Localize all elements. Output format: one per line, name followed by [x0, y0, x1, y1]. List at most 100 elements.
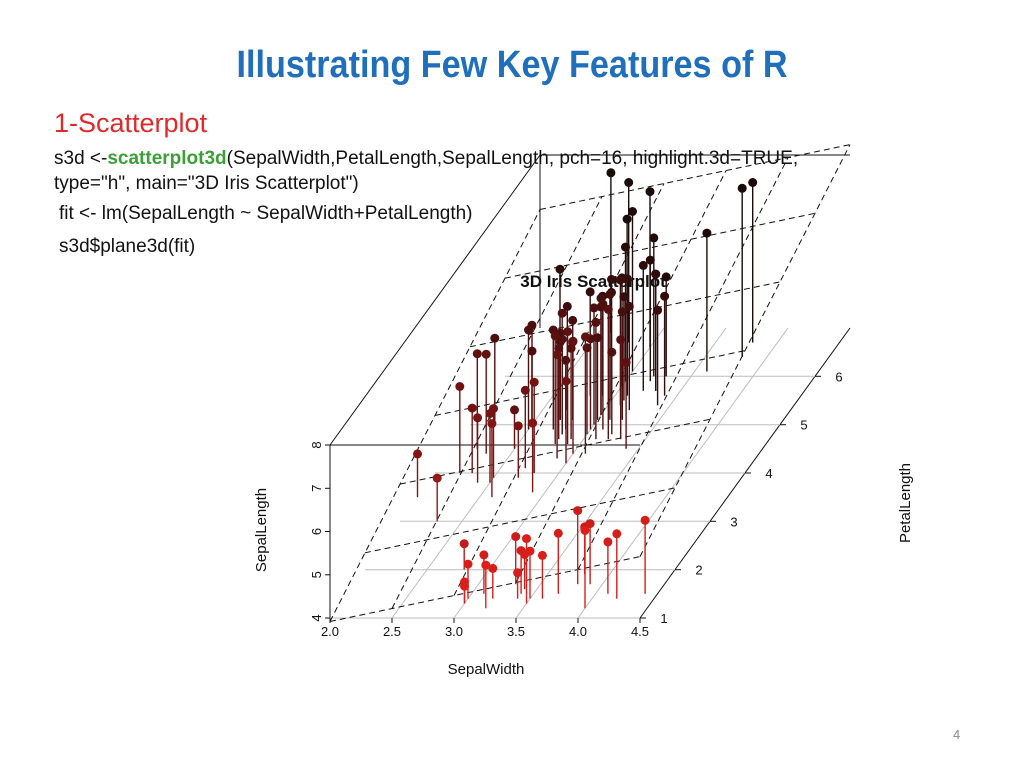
data-point	[603, 304, 613, 314]
data-point	[651, 269, 661, 279]
data-point	[557, 334, 567, 344]
data-point	[622, 274, 632, 284]
code-line-1-suffix: (SepalWidth,PetalLength,SepalLength, pch…	[226, 148, 799, 169]
data-point	[605, 289, 615, 299]
plane-grid-line	[504, 212, 816, 279]
data-point	[622, 214, 632, 224]
z-tick-label: 2	[695, 563, 702, 578]
data-point	[580, 526, 590, 535]
data-point	[459, 539, 469, 549]
data-point	[488, 563, 498, 573]
plane-grid-line	[639, 144, 851, 557]
data-point	[481, 560, 491, 570]
x-tick-label: 2.5	[383, 624, 401, 639]
data-point	[606, 168, 616, 178]
plane-grid-line	[539, 144, 851, 210]
code-line-2: type="h", main="3D Iris Scatterplot")	[54, 173, 359, 194]
data-point	[472, 349, 482, 359]
data-point	[616, 335, 626, 345]
data-point	[603, 537, 613, 547]
data-point	[463, 559, 473, 569]
data-point	[660, 291, 670, 301]
data-point	[638, 260, 648, 270]
data-point	[645, 187, 655, 197]
x-axis-title: SepalWidth	[448, 661, 525, 678]
data-point	[649, 233, 659, 243]
data-point	[661, 272, 671, 282]
code-line-1-prefix: s3d <-	[54, 148, 108, 169]
data-point	[585, 519, 595, 529]
plane-grid-line	[469, 281, 781, 348]
x-tick-label: 2.0	[321, 624, 339, 639]
y-tick-label: 8	[309, 441, 324, 448]
data-point	[628, 207, 637, 216]
data-point	[479, 550, 489, 560]
data-point	[702, 228, 712, 238]
data-point	[467, 403, 477, 413]
data-point	[617, 307, 627, 317]
data-point	[640, 515, 650, 525]
code-line-1: s3d <-scatterplot3d(SepalWidth,PetalLeng…	[54, 148, 798, 170]
floor-grid-line	[515, 327, 727, 619]
data-point	[455, 382, 465, 391]
data-point	[585, 287, 595, 297]
axes: 2.0 2.5 3.0 3.5 4.0 4.5 4 5 6 7 8 1 2 3 4 5 6 SepalWidth S…	[253, 369, 914, 678]
data-point	[589, 303, 599, 313]
code-function-name: scatterplot3d	[107, 148, 227, 169]
data-point	[607, 274, 616, 284]
data-point	[737, 183, 747, 193]
data-point	[522, 534, 531, 544]
plane-grid-line	[329, 556, 641, 622]
data-point	[591, 317, 601, 327]
z-tick-label: 1	[660, 611, 667, 626]
x-tick-label: 3.5	[507, 624, 525, 639]
data-point	[524, 325, 533, 335]
data-points	[413, 168, 758, 609]
data-point	[473, 413, 483, 423]
data-point	[513, 421, 523, 431]
data-point	[485, 409, 495, 418]
data-point	[568, 315, 578, 325]
y-tick-label: 4	[309, 614, 324, 621]
data-point	[537, 550, 547, 560]
data-point	[563, 327, 573, 337]
data-point	[624, 301, 634, 311]
data-point	[573, 506, 583, 516]
data-point	[555, 264, 565, 274]
data-point	[511, 532, 521, 542]
data-point	[432, 473, 442, 483]
data-point	[621, 242, 630, 252]
data-point	[607, 347, 617, 357]
data-point	[645, 255, 655, 265]
x-tick-label: 3.0	[445, 624, 463, 639]
data-point	[413, 449, 422, 459]
data-point	[557, 308, 567, 318]
code-line-4: s3d$plane3d(fit)	[59, 236, 196, 257]
z-tick-label: 5	[800, 418, 807, 433]
data-point	[653, 305, 663, 315]
data-point	[528, 418, 538, 428]
z-tick-label: 4	[765, 466, 772, 481]
data-point	[552, 350, 562, 360]
data-point	[562, 301, 572, 311]
x-tick-label: 4.0	[569, 624, 587, 639]
data-point	[621, 357, 631, 367]
data-point	[612, 529, 622, 539]
slide-title: Illustrating Few Key Features of R	[236, 44, 788, 86]
data-point	[520, 385, 530, 395]
z-tick-label: 6	[835, 369, 842, 384]
y-axis-title: SepalLength	[253, 488, 270, 572]
x-tick-label: 4.5	[631, 624, 649, 639]
data-point	[561, 376, 571, 386]
data-point	[619, 292, 629, 302]
plane-grid-line	[399, 418, 711, 485]
z-axis-title: PetalLength	[897, 463, 914, 543]
data-point	[580, 332, 590, 342]
data-point	[615, 275, 625, 285]
data-point	[481, 349, 491, 359]
y-tick-label: 7	[309, 485, 324, 492]
section-heading: 1-Scatterplot	[54, 108, 208, 138]
data-point	[550, 331, 560, 341]
y-tick-label: 6	[309, 528, 324, 535]
